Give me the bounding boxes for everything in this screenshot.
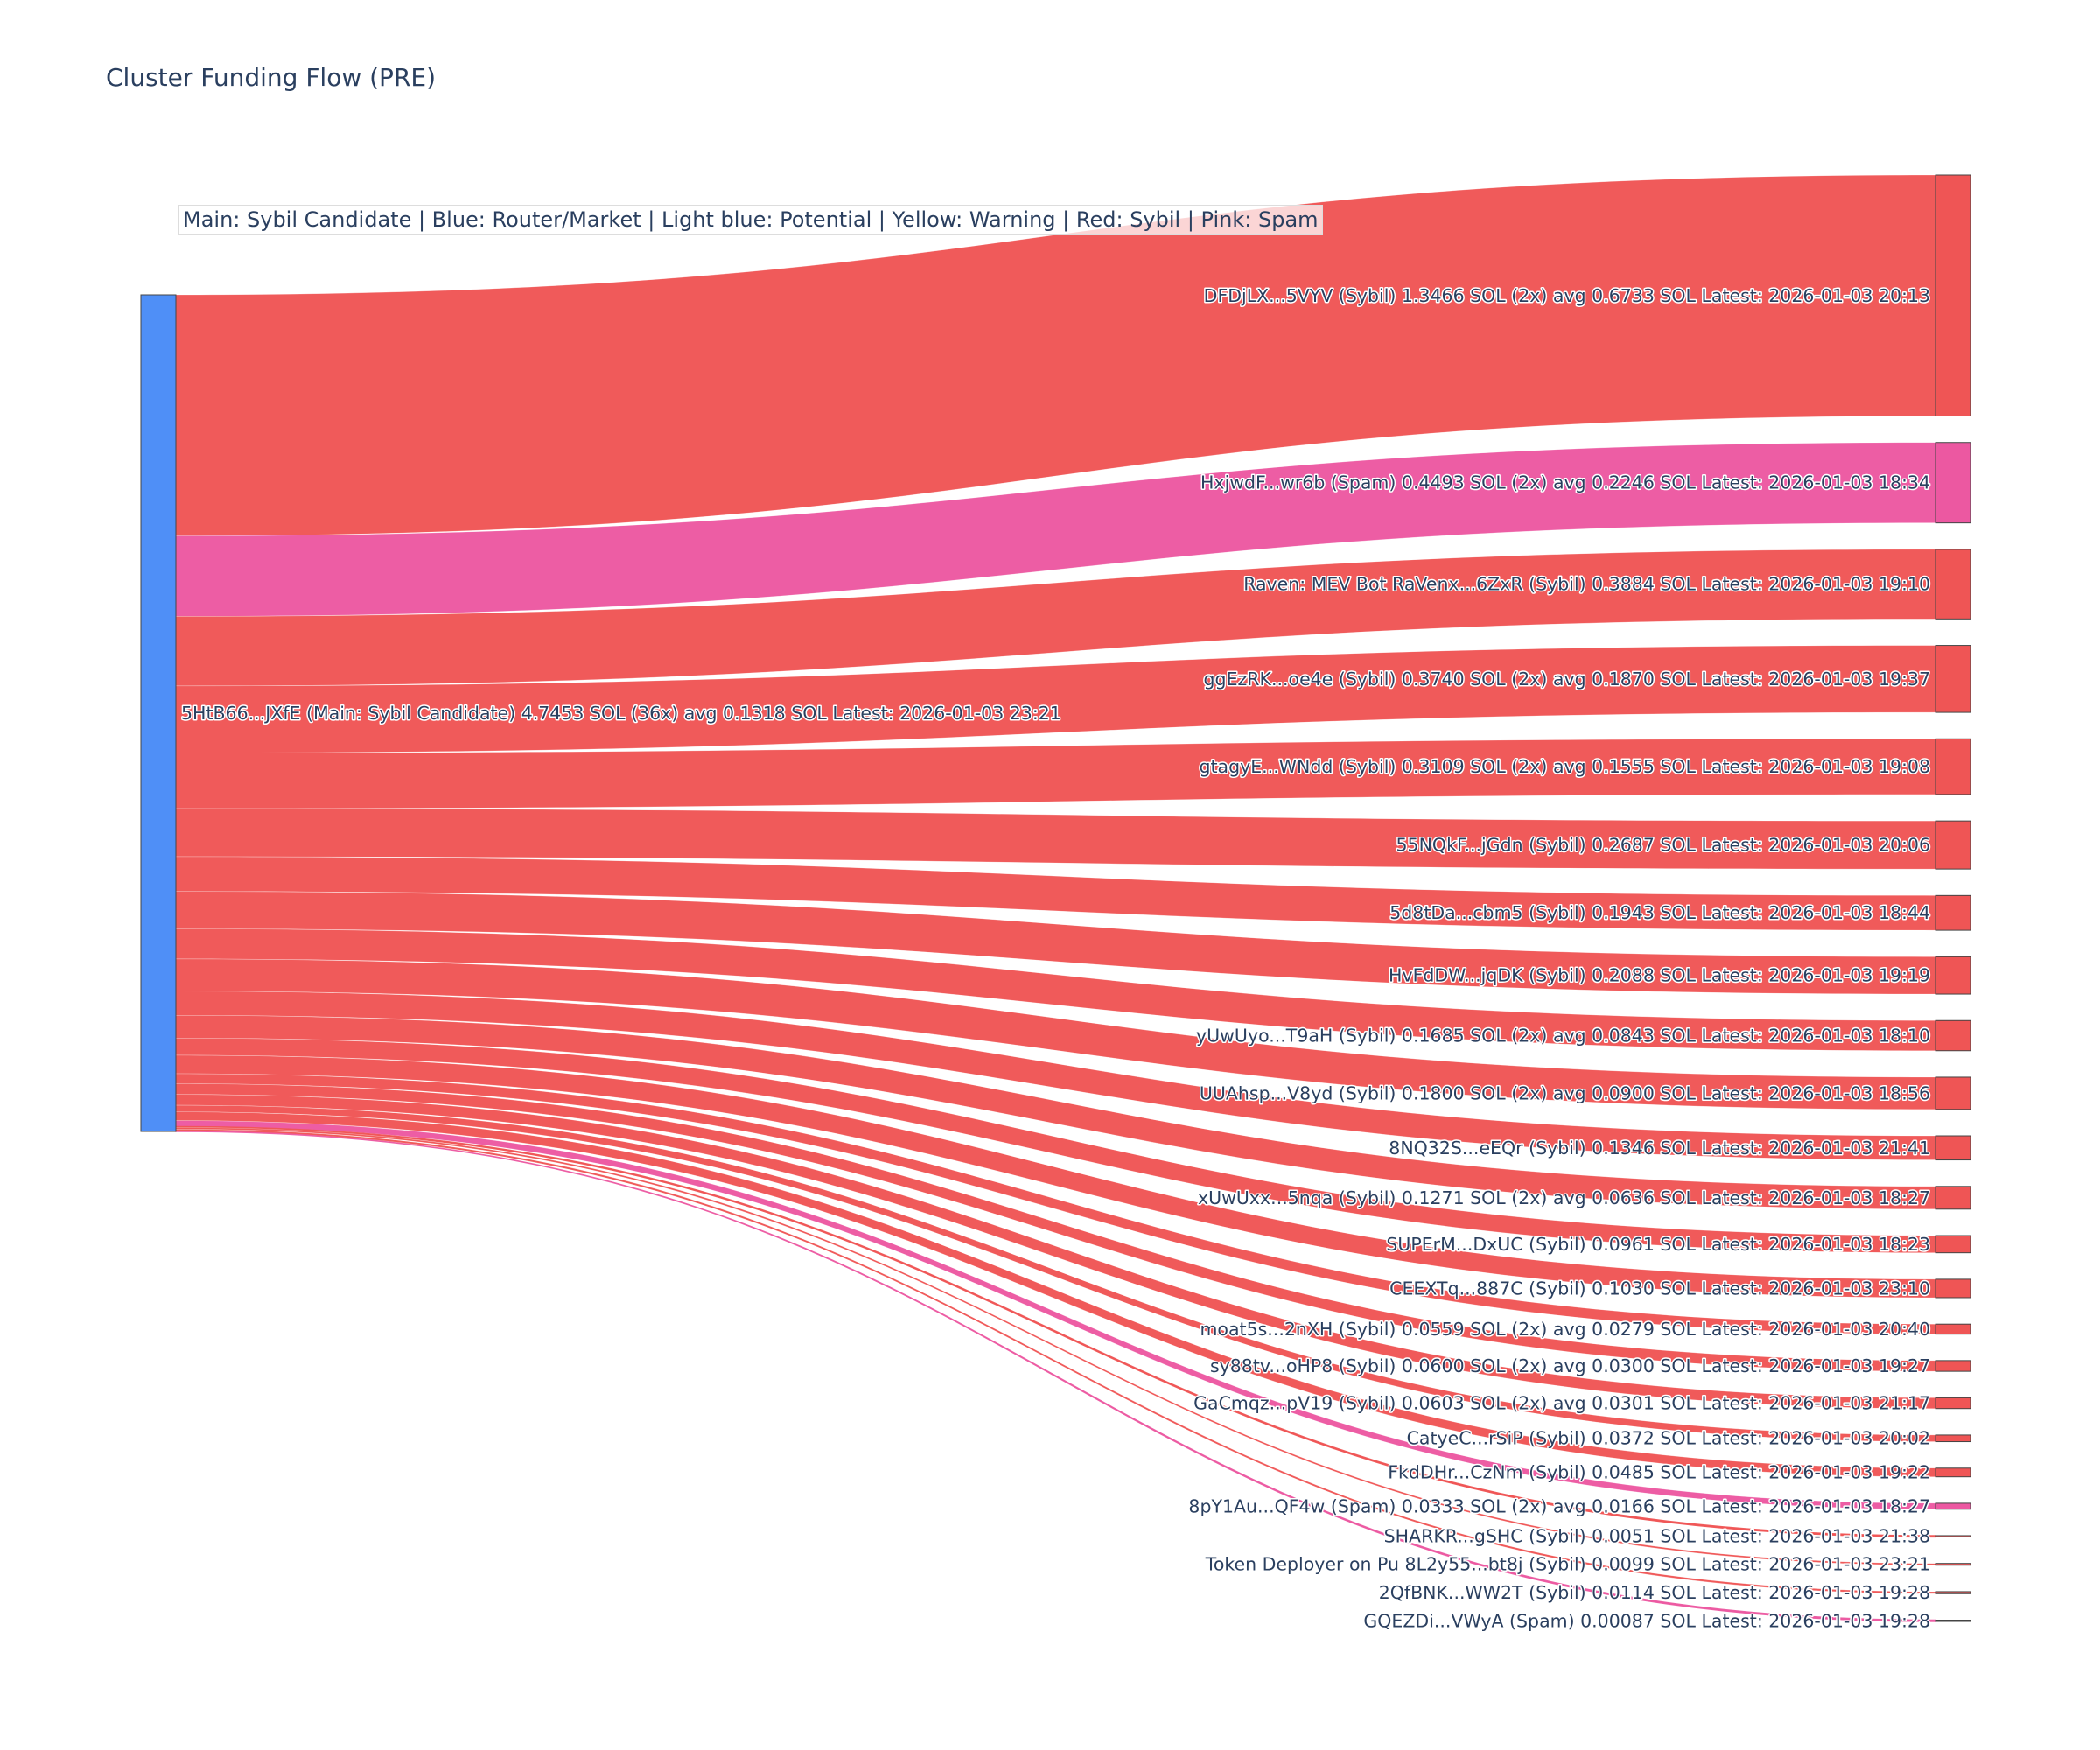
source-node[interactable] (140, 294, 177, 1132)
target-node[interactable] (1935, 1563, 1971, 1566)
target-node-label: 5d8tDa...cbm5 (Sybil) 0.1943 SOL Latest:… (1390, 902, 1930, 923)
target-node-label: GaCmqz...pV19 (Sybil) 0.0603 SOL (2x) av… (1194, 1393, 1930, 1414)
target-node[interactable] (1935, 645, 1971, 713)
target-node-label: GQEZDi...VWyA (Spam) 0.00087 SOL Latest:… (1363, 1610, 1930, 1631)
target-node-label: CEEXTq...887C (Sybil) 0.1030 SOL Latest:… (1390, 1278, 1930, 1298)
target-node[interactable] (1935, 1278, 1971, 1298)
target-node-label: HvFdDW...jqDK (Sybil) 0.2088 SOL Latest:… (1389, 965, 1930, 986)
target-node[interactable] (1935, 1467, 1971, 1478)
target-node[interactable] (1935, 738, 1971, 795)
target-node-label: CatyeC...rSiP (Sybil) 0.0372 SOL Latest:… (1407, 1428, 1930, 1449)
target-node-label: ggEzRK...oe4e (Sybil) 0.3740 SOL (2x) av… (1204, 668, 1930, 690)
target-node-label: Raven: MEV Bot RaVenx...6ZxR (Sybil) 0.3… (1243, 574, 1930, 595)
sankey-links (175, 174, 1936, 1622)
target-node[interactable] (1935, 1323, 1971, 1335)
target-node[interactable] (1935, 1591, 1971, 1594)
target-node[interactable] (1935, 549, 1971, 620)
legend-note: Main: Sybil Candidate | Blue: Router/Mar… (178, 205, 1323, 234)
target-node[interactable] (1935, 1434, 1971, 1443)
target-node[interactable] (1935, 1235, 1971, 1254)
sankey-nodes (140, 174, 1971, 1622)
target-node-label: yUwUyo...T9aH (Sybil) 0.1685 SOL (2x) av… (1196, 1026, 1930, 1046)
sankey-labels: 5HtB66...JXfE (Main: Sybil Candidate) 4.… (180, 284, 1932, 1632)
target-node[interactable] (1935, 174, 1971, 417)
target-node[interactable] (1935, 956, 1971, 995)
target-node-label: SUPErM...DxUC (Sybil) 0.0961 SOL Latest:… (1386, 1234, 1930, 1255)
target-node-label: gtagyE...WNdd (Sybil) 0.3109 SOL (2x) av… (1199, 756, 1930, 777)
source-node-label: 5HtB66...JXfE (Main: Sybil Candidate) 4.… (181, 703, 1061, 724)
target-node-label: SHARKR...gSHC (Sybil) 0.0051 SOL Latest:… (1384, 1526, 1930, 1547)
target-node[interactable] (1935, 1076, 1971, 1110)
chart-title: Cluster Funding Flow (PRE) (106, 63, 437, 92)
target-node[interactable] (1935, 1019, 1971, 1052)
target-node-label: HxjwdF...wr6b (Spam) 0.4493 SOL (2x) avg… (1200, 472, 1930, 494)
target-node[interactable] (1935, 894, 1971, 931)
target-node[interactable] (1935, 1135, 1971, 1161)
target-node[interactable] (1935, 1502, 1971, 1510)
target-node[interactable] (1935, 1535, 1971, 1537)
target-node[interactable] (1935, 820, 1971, 870)
target-node-label: FkdDHr...CzNm (Sybil) 0.0485 SOL Latest:… (1388, 1462, 1930, 1483)
target-node-label: 8NQ32S...eEQr (Sybil) 0.1346 SOL Latest:… (1389, 1138, 1930, 1158)
target-node[interactable] (1935, 1360, 1971, 1372)
target-node-label: 2QfBNK...WW2T (Sybil) 0.0114 SOL Latest:… (1379, 1582, 1930, 1603)
target-node[interactable] (1935, 1186, 1971, 1210)
target-node[interactable] (1935, 1396, 1971, 1410)
target-node-label: 55NQkF...jGdn (Sybil) 0.2687 SOL Latest:… (1396, 835, 1930, 856)
target-node[interactable] (1935, 1620, 1971, 1622)
target-node-label: moat5s...2nXH (Sybil) 0.0559 SOL (2x) av… (1200, 1319, 1930, 1340)
target-node-label: sy88tv...oHP8 (Sybil) 0.0600 SOL (2x) av… (1210, 1355, 1930, 1376)
target-node-label: xUwUxx...5nqa (Sybil) 0.1271 SOL (2x) av… (1198, 1187, 1930, 1208)
target-node[interactable] (1935, 442, 1971, 524)
target-node-label: DFDjLX...5VYV (Sybil) 1.3466 SOL (2x) av… (1204, 285, 1930, 306)
target-node-label: UUAhsp...V8yd (Sybil) 0.1800 SOL (2x) av… (1200, 1082, 1930, 1103)
target-node-label: Token Deployer on Pu 8L2y55...bt8j (Sybi… (1205, 1554, 1930, 1575)
target-node-label: 8pY1Au...QF4w (Spam) 0.0333 SOL (2x) avg… (1188, 1495, 1930, 1516)
